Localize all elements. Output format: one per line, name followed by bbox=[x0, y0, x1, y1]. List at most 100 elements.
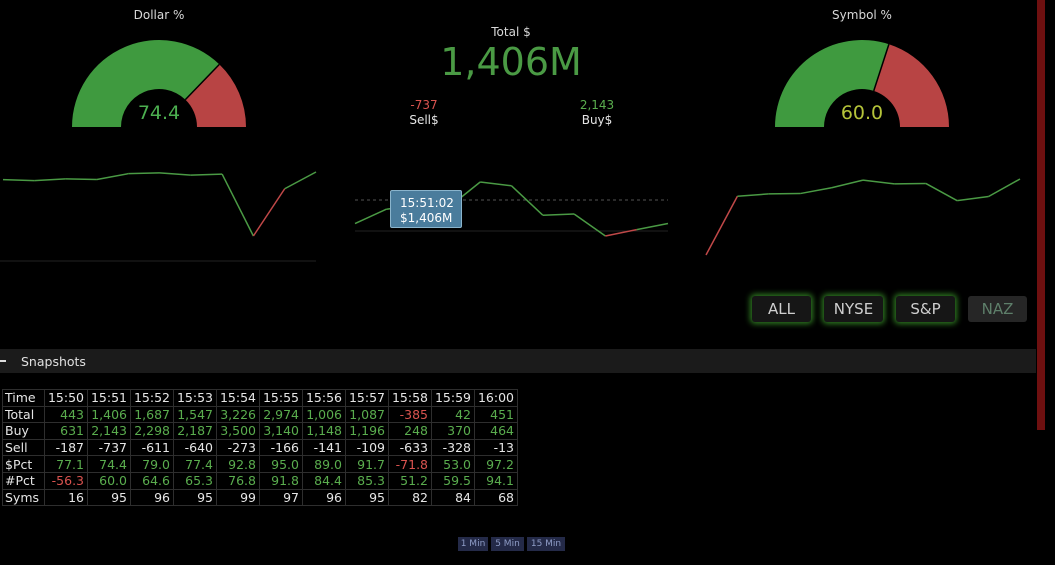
sparkline-segment bbox=[737, 193, 769, 197]
table-cell: 3,500 bbox=[216, 422, 260, 440]
table-row: Buy 631 2,143 2,298 2,187 3,500 3,140 1,148 1,19… bbox=[2, 422, 518, 440]
table-cell: 1,196 bbox=[345, 422, 389, 440]
table-cell: 2,974 bbox=[259, 405, 303, 424]
row-label: Syms bbox=[2, 488, 45, 507]
sparkline-segment bbox=[800, 187, 832, 195]
table-cell: 91.8 bbox=[259, 471, 303, 490]
header-cell: Time bbox=[2, 389, 45, 407]
table-cell: -328 bbox=[431, 438, 475, 457]
table-cell: -109 bbox=[345, 438, 389, 457]
table-cell: 65.3 bbox=[173, 471, 217, 490]
table-cell: 16 bbox=[44, 488, 88, 507]
interval-button[interactable]: 1 Min bbox=[458, 537, 488, 551]
gauge-rest bbox=[185, 64, 246, 127]
sparkline-segment bbox=[2, 178, 35, 182]
table-cell: 89.0 bbox=[302, 455, 346, 473]
row-label: Total bbox=[2, 405, 45, 424]
row-label: Buy bbox=[2, 422, 45, 440]
table-cell: 97 bbox=[259, 488, 303, 507]
table-cell: 59.5 bbox=[431, 471, 475, 490]
table-cell: 95 bbox=[87, 488, 131, 507]
row-label: #Pct bbox=[2, 471, 45, 490]
table-cell: -633 bbox=[388, 438, 432, 457]
table-cell: -640 bbox=[173, 438, 217, 457]
table-cell: 94.1 bbox=[474, 471, 518, 490]
table-cell: 2,143 bbox=[87, 422, 131, 440]
table-cell: 1,087 bbox=[345, 405, 389, 424]
gauge-divider bbox=[873, 44, 890, 92]
table-cell: -71.8 bbox=[388, 455, 432, 473]
interval-button[interactable]: 5 Min bbox=[491, 537, 524, 551]
table-cell: -737 bbox=[87, 438, 131, 457]
sparkline-segment bbox=[573, 213, 606, 237]
table-cell: 464 bbox=[474, 422, 518, 440]
exchange-button[interactable]: NAZ bbox=[968, 296, 1027, 322]
sparkline-segment bbox=[542, 213, 575, 216]
table-cell: 1,547 bbox=[173, 405, 217, 424]
sell-label: Sell$ bbox=[409, 113, 439, 127]
exchange-button[interactable]: ALL bbox=[752, 296, 811, 322]
sparkline-segment bbox=[34, 178, 66, 182]
header-row: Time 15:50 15:51 15:52 15:53 15:54 15:55 15:56 1… bbox=[2, 389, 518, 407]
buy-value: 2,143 bbox=[579, 98, 615, 112]
collapse-icon[interactable] bbox=[0, 360, 6, 362]
table-cell: 97.2 bbox=[474, 455, 518, 473]
table-cell: 95.0 bbox=[259, 455, 303, 473]
table-cell: 74.4 bbox=[87, 455, 131, 473]
table-cell: 42 bbox=[431, 405, 475, 424]
sparkline-segment bbox=[284, 171, 317, 190]
header-cell: 15:53 bbox=[173, 389, 217, 407]
table-cell: 84 bbox=[431, 488, 475, 507]
scrollbar[interactable] bbox=[1037, 0, 1045, 430]
sparkline-segment bbox=[190, 173, 223, 176]
sparkline-segment bbox=[221, 173, 255, 237]
table-row: #Pct -56.3 60.0 64.6 65.3 76.8 91.8 84.4 85.3 51.… bbox=[2, 471, 518, 490]
sparkline-segment bbox=[480, 181, 512, 187]
table-cell: 68 bbox=[474, 488, 518, 507]
header-cell: 15:51 bbox=[87, 389, 131, 407]
sparkline-segment bbox=[510, 185, 544, 216]
table-cell: 99 bbox=[216, 488, 260, 507]
exchange-button[interactable]: S&P bbox=[896, 296, 955, 322]
table-cell: 3,140 bbox=[259, 422, 303, 440]
exchange-button[interactable]: NYSE bbox=[824, 296, 883, 322]
total-title: Total $ bbox=[491, 25, 531, 39]
sparkline-segment bbox=[862, 179, 895, 185]
header-cell: 15:57 bbox=[345, 389, 389, 407]
sparkline-segment bbox=[252, 188, 286, 237]
header-cell: 15:52 bbox=[130, 389, 174, 407]
gauge-fill bbox=[72, 39, 220, 127]
sparkline-segment bbox=[636, 222, 669, 231]
table-cell: 51.2 bbox=[388, 471, 432, 490]
table-cell: 60.0 bbox=[87, 471, 131, 490]
table-cell: 1,687 bbox=[130, 405, 174, 424]
header-cell: 15:50 bbox=[44, 389, 88, 407]
gauge-value: 74.4 bbox=[137, 102, 181, 124]
table-cell: 64.6 bbox=[130, 471, 174, 490]
table-cell: 95 bbox=[345, 488, 389, 507]
table-cell: 92.8 bbox=[216, 455, 260, 473]
sparkline-segment bbox=[988, 178, 1021, 198]
tooltip-value: $1,406M bbox=[400, 211, 453, 225]
header-cell: 15:54 bbox=[216, 389, 260, 407]
sparkline-segment bbox=[925, 182, 958, 202]
table-cell: -611 bbox=[130, 438, 174, 457]
sparkline-segment bbox=[128, 172, 160, 175]
sparkline-segment bbox=[831, 179, 864, 189]
gauge-fill bbox=[775, 39, 889, 127]
interval-button[interactable]: 15 Min bbox=[527, 537, 565, 551]
table-cell: 1,406 bbox=[87, 405, 131, 424]
snapshot-table: Time 15:50 15:51 15:52 15:53 15:54 15:55 15:56 1… bbox=[2, 389, 518, 507]
table-cell: 631 bbox=[44, 422, 88, 440]
sparkline-segment bbox=[705, 195, 739, 256]
header-cell: 16:00 bbox=[474, 389, 518, 407]
table-cell: 84.4 bbox=[302, 471, 346, 490]
gauge-title: Dollar % bbox=[133, 8, 185, 22]
section-header[interactable]: Snapshots bbox=[0, 349, 1036, 373]
table-cell: -273 bbox=[216, 438, 260, 457]
header-cell: 15:59 bbox=[431, 389, 475, 407]
table-cell: 451 bbox=[474, 405, 518, 424]
tooltip: 15:51:02 $1,406M bbox=[390, 190, 462, 228]
table-cell: 1,148 bbox=[302, 422, 346, 440]
